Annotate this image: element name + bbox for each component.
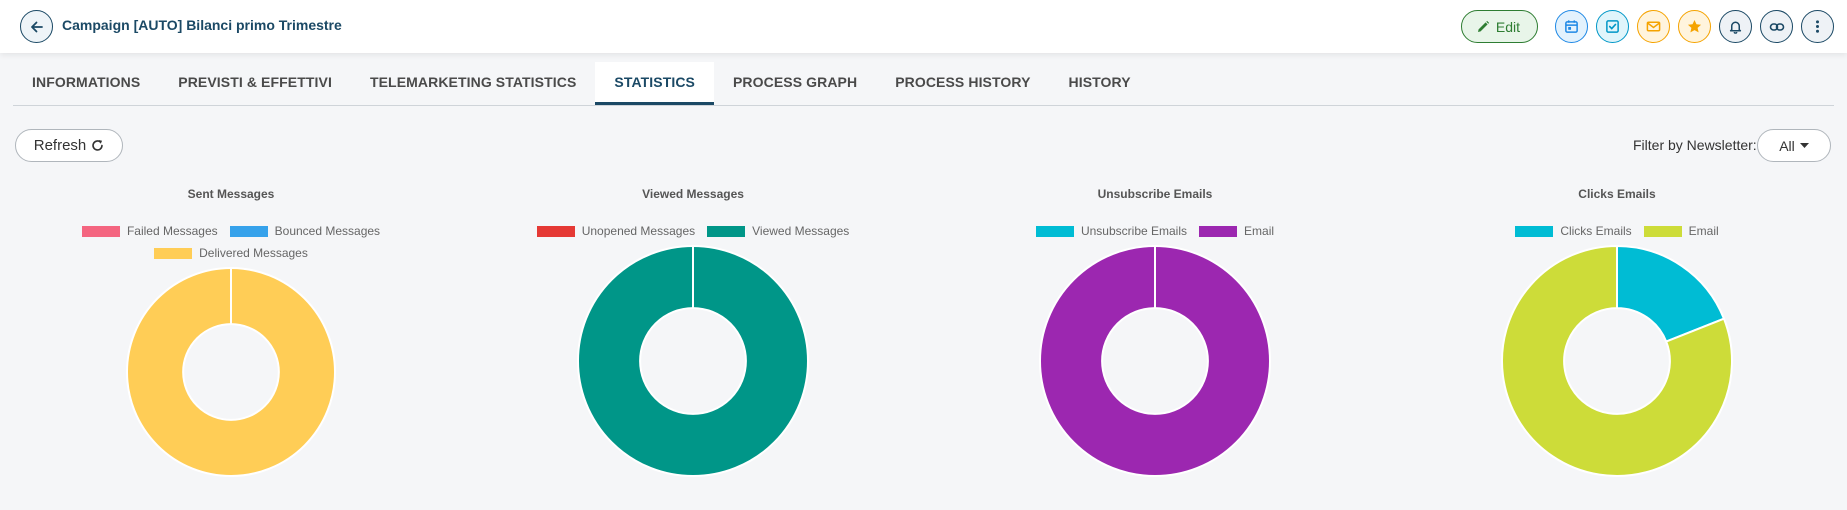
legend-item-email[interactable]: Email [1643,224,1719,238]
chart-title: Clicks Emails [1578,187,1656,201]
tab-process-graph[interactable]: PROCESS GRAPH [732,74,858,90]
tab-statistics[interactable]: STATISTICS [595,62,714,105]
star-icon [1687,19,1702,33]
task-check-icon [1606,20,1619,33]
legend-swatch [1199,225,1238,237]
mail-button[interactable] [1637,10,1670,43]
donut-chart [576,245,809,477]
legend-label: Unopened Messages [581,224,696,238]
legend-item-failed-messages[interactable]: Failed Messages [81,224,218,238]
legend-item-unsubscribe-emails[interactable]: Unsubscribe Emails [1035,224,1188,238]
notifications-button[interactable] [1719,10,1752,43]
legend-swatch [536,225,575,237]
donut-slice-clicks-emails[interactable] [1616,244,1726,343]
pencil-icon [1477,20,1489,32]
arrow-left-icon [30,21,43,32]
donut-slice-delivered-messages[interactable] [125,267,336,477]
caret-down-icon [1799,142,1809,148]
donut-chart [1038,245,1271,477]
newsletter-filter-value: All [1779,137,1795,154]
tab-informations[interactable]: INFORMATIONS [32,74,141,90]
legend-swatch [1643,225,1682,237]
legend-item-delivered-messages[interactable]: Delivered Messages [154,246,308,260]
tab-process-history[interactable]: PROCESS HISTORY [895,74,1031,90]
legend-swatch [154,247,193,259]
chart-title: Unsubscribe Emails [1097,187,1213,201]
calendar-button[interactable] [1555,10,1588,43]
chart-legend: Unopened Messages Viewed Messages [463,220,923,242]
legend-item-viewed-messages[interactable]: Viewed Messages [707,224,849,238]
donut-chart [1501,244,1733,477]
legend-swatch [81,225,120,237]
task-button[interactable] [1596,10,1629,43]
legend-label: Failed Messages [126,224,218,238]
chart-title: Viewed Messages [642,187,744,201]
legend-item-unopened-messages[interactable]: Unopened Messages [536,224,696,238]
refresh-label: Refresh [33,137,87,154]
donut-slice-email[interactable] [1038,245,1271,477]
newsletter-filter-select[interactable]: All [1757,129,1831,162]
refresh-icon [92,139,104,151]
favorite-button[interactable] [1678,10,1711,43]
chart-clicks-emails: Clicks Emails Clicks Emails Email [1387,180,1847,510]
refresh-button[interactable]: Refresh [15,129,123,162]
tab-history[interactable]: HISTORY [1068,74,1131,90]
legend-swatch [1515,225,1554,237]
calendar-icon [1565,20,1578,33]
legend-swatch [229,225,268,237]
tab-telemarketing-statistics[interactable]: TELEMARKETING STATISTICS [369,74,577,90]
chart-legend: Unsubscribe Emails Email [925,220,1385,242]
back-button[interactable] [20,10,53,43]
edit-label: Edit [1495,18,1520,35]
chart-sent-messages: Sent Messages Failed Messages Bounced Mes… [1,180,461,510]
legend-label: Delivered Messages [199,246,308,260]
more-button[interactable] [1801,10,1834,43]
legend-item-clicks-emails[interactable]: Clicks Emails [1515,224,1632,238]
chart-title: Sent Messages [187,187,275,201]
legend-label: Email [1688,224,1719,238]
more-vertical-icon [1816,20,1819,33]
link-icon [1769,22,1784,31]
donut-slice-viewed-messages[interactable] [576,245,809,477]
newsletter-filter-label: Filter by Newsletter: [1633,137,1757,153]
legend-swatch [1035,225,1074,237]
donut-slice-email[interactable] [1501,244,1733,477]
chart-legend: Clicks Emails Email [1387,220,1847,242]
header-actions: Edit [1460,10,1834,43]
legend-label: Bounced Messages [274,224,381,238]
legend-label: Clicks Emails [1560,224,1632,238]
tab-previsti-effettivi[interactable]: PREVISTI & EFFETTIVI [178,74,332,90]
legend-label: Unsubscribe Emails [1080,224,1188,238]
legend-item-bounced-messages[interactable]: Bounced Messages [229,224,381,238]
donut-chart [125,267,336,477]
tab-bar: INFORMATIONS PREVISTI & EFFETTIVI TELEMA… [13,62,1834,106]
link-button[interactable] [1760,10,1793,43]
chart-viewed-messages: Viewed Messages Unopened Messages Viewed … [463,180,923,510]
legend-swatch [707,225,746,237]
edit-button[interactable]: Edit [1460,10,1538,43]
bell-icon [1729,21,1742,34]
chart-unsubscribe-emails: Unsubscribe Emails Unsubscribe Emails Ema… [925,180,1385,510]
legend-label: Email [1244,224,1275,238]
chart-legend: Failed Messages Bounced Messages Delivered… [1,220,461,264]
top-bar: Campaign [AUTO] Bilanci primo Trimestre … [0,0,1847,53]
mail-icon [1646,21,1661,32]
page-title: Campaign [AUTO] Bilanci primo Trimestre [62,17,342,33]
legend-label: Viewed Messages [752,224,850,238]
legend-item-email[interactable]: Email [1199,224,1274,238]
